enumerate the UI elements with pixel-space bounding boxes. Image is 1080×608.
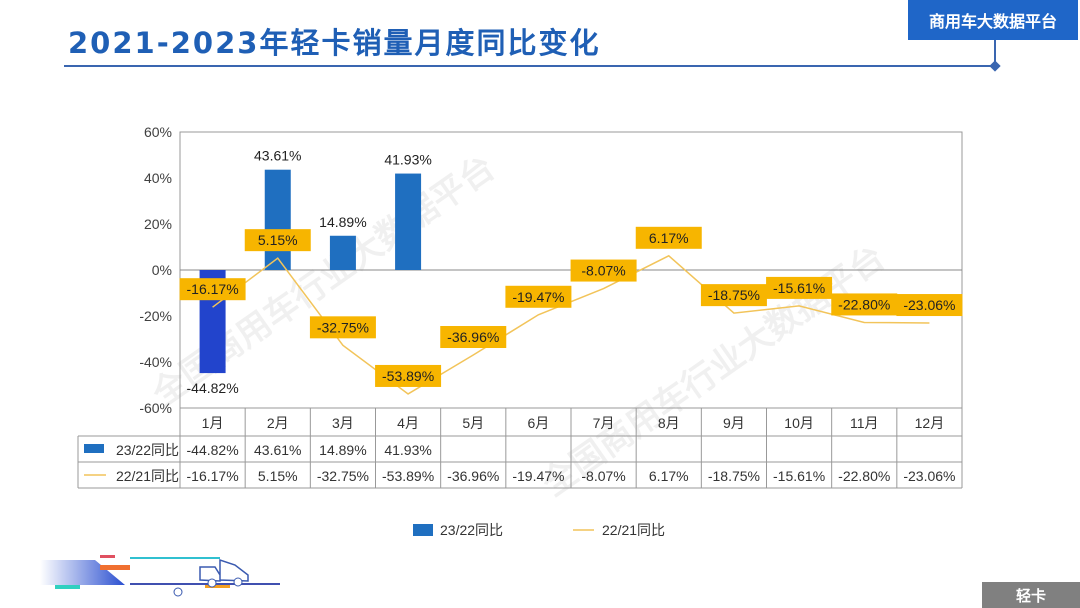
bar — [264, 169, 291, 270]
table-cell: -44.82% — [187, 442, 239, 458]
y-tick-label: 60% — [144, 124, 172, 140]
bar-data-label: 14.89% — [319, 214, 366, 230]
table-cell: 6.17% — [649, 468, 689, 484]
legend-label: 23/22同比 — [440, 522, 503, 538]
line-data-label: 5.15% — [258, 232, 298, 248]
x-tick-label: 9月 — [723, 415, 745, 431]
legend-label: 22/21同比 — [602, 522, 665, 538]
line-label-box — [635, 226, 702, 249]
line-data-label: -22.80% — [838, 296, 890, 312]
category-tag: 轻卡 — [982, 582, 1080, 608]
table-cell: -19.47% — [512, 468, 564, 484]
table-cell: 41.93% — [384, 442, 431, 458]
bar — [395, 173, 422, 270]
x-tick-label: 11月 — [850, 415, 879, 431]
line-data-label: -18.75% — [708, 287, 760, 303]
x-tick-label: 1月 — [202, 415, 224, 431]
bar-data-label: -44.82% — [187, 380, 239, 396]
line-label-box — [766, 276, 833, 299]
bar-data-label: 43.61% — [254, 148, 301, 164]
x-tick-label: 6月 — [528, 415, 550, 431]
y-tick-label: 40% — [144, 170, 172, 186]
y-tick-label: -40% — [139, 354, 172, 370]
table-cell: 14.89% — [319, 442, 366, 458]
x-tick-label: 4月 — [397, 415, 419, 431]
table-cell: -16.17% — [187, 468, 239, 484]
line-data-label: -53.89% — [382, 368, 434, 384]
y-tick-label: -20% — [139, 308, 172, 324]
table-cell: 5.15% — [258, 468, 298, 484]
line-label-box — [440, 326, 507, 349]
line-label-box — [179, 278, 246, 301]
legend-bar-key — [413, 524, 433, 536]
table-cell: -8.07% — [581, 468, 625, 484]
x-tick-label: 12月 — [915, 415, 945, 431]
line-data-label: -23.06% — [903, 297, 955, 313]
x-tick-label: 2月 — [267, 415, 289, 431]
y-tick-label: -60% — [139, 400, 172, 416]
bar — [329, 235, 356, 270]
line-label-box — [244, 229, 311, 252]
table-cell: 43.61% — [254, 442, 301, 458]
table-cell: -15.61% — [773, 468, 825, 484]
line-data-label: -8.07% — [581, 263, 625, 279]
table-cell: -18.75% — [708, 468, 760, 484]
line-label-box — [505, 285, 572, 308]
x-tick-label: 8月 — [658, 415, 680, 431]
line-label-box — [570, 259, 637, 282]
line-data-label: 6.17% — [649, 230, 689, 246]
page-title: 2021-2023年轻卡销量月度同比变化 — [68, 26, 601, 60]
y-tick-label: 0% — [152, 262, 172, 278]
line-data-label: -16.17% — [187, 281, 239, 297]
line-data-label: -32.75% — [317, 319, 369, 335]
divider-connector — [994, 40, 996, 66]
brand-badge: 商用车大数据平台 — [908, 0, 1078, 40]
x-tick-label: 7月 — [593, 415, 615, 431]
line-label-box — [700, 284, 767, 307]
table-row-label: 22/21同比 — [116, 468, 179, 484]
line-data-label: -36.96% — [447, 329, 499, 345]
line-data-label: -19.47% — [512, 289, 564, 305]
line-label-box — [896, 294, 963, 317]
line-data-label: -15.61% — [773, 280, 825, 296]
x-tick-label: 10月 — [784, 415, 814, 431]
y-tick-label: 20% — [144, 216, 172, 232]
bar-data-label: 41.93% — [384, 152, 431, 168]
line-label-box — [831, 293, 898, 316]
table-cell: -53.89% — [382, 468, 434, 484]
table-cell: -22.80% — [838, 468, 890, 484]
table-cell: -23.06% — [903, 468, 955, 484]
table-cell: -36.96% — [447, 468, 499, 484]
x-tick-label: 3月 — [332, 415, 354, 431]
title-divider — [64, 65, 996, 67]
line-label-box — [309, 316, 376, 339]
x-tick-label: 5月 — [462, 415, 484, 431]
truck-logo-graphic — [40, 555, 280, 597]
table-cell: -32.75% — [317, 468, 369, 484]
table-legend-bar-key — [84, 444, 104, 453]
table-row-label: 23/22同比 — [116, 442, 179, 458]
line-label-box — [375, 364, 442, 387]
